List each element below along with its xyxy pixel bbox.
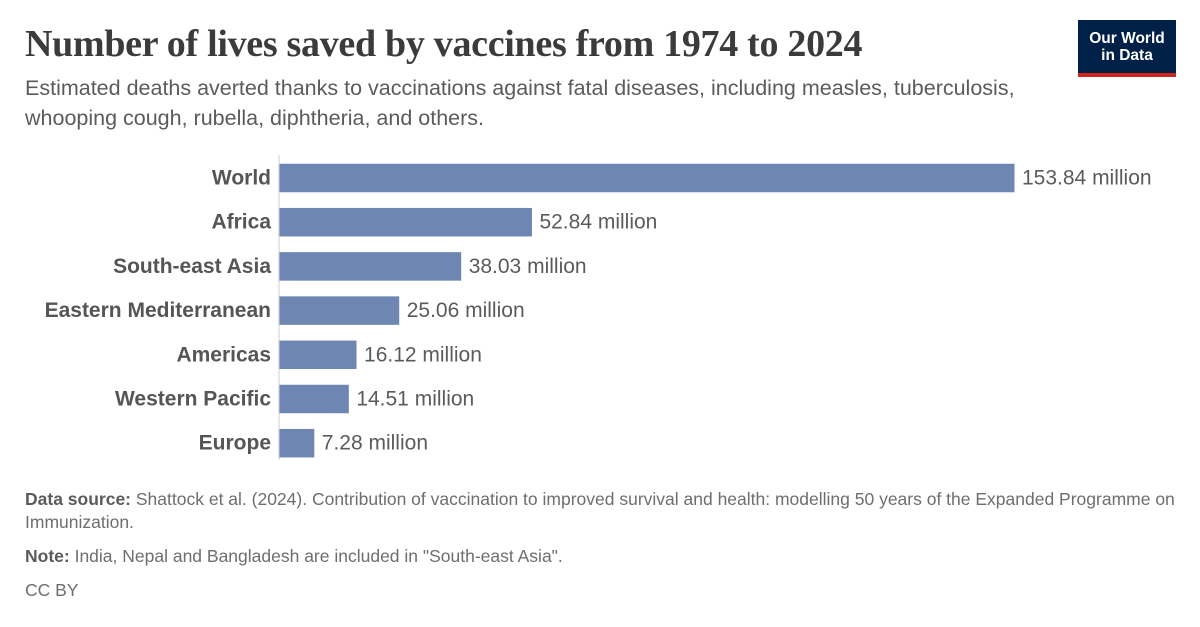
bar-chart: World 153.84 million Africa 52.84 million So… — [45, 155, 1152, 460]
bar-africa[interactable] — [279, 207, 532, 237]
value-label-europe: 7.28 million — [322, 432, 428, 455]
bar-europe[interactable] — [279, 428, 315, 458]
chart-title: Number of lives saved by vaccines from 1… — [25, 23, 863, 65]
logo-line-2: in Data — [1101, 46, 1153, 64]
license[interactable]: CC BY — [25, 580, 79, 600]
category-label-eastern-mediterranean: Eastern Mediterranean — [45, 299, 271, 322]
bar-americas[interactable] — [279, 340, 357, 370]
bar-western-pacific[interactable] — [279, 384, 349, 414]
logo-line-1: Our World — [1089, 29, 1165, 47]
chart-subtitle: Estimated deaths averted thanks to vacci… — [25, 76, 1015, 130]
note-text: India, Nepal and Bangladesh are included… — [69, 546, 563, 566]
category-label-world: World — [212, 167, 271, 190]
chart-footer: Data source: Shattock et al. (2024). Con… — [25, 488, 1175, 613]
value-label-western-pacific: 14.51 million — [356, 388, 474, 411]
bar-world[interactable] — [279, 163, 1015, 193]
owid-logo[interactable]: Our World in Data — [1078, 20, 1176, 77]
value-label-eastern-mediterranean: 25.06 million — [407, 299, 525, 322]
value-label-south-east-asia: 38.03 million — [469, 255, 587, 278]
category-label-africa: Africa — [211, 211, 271, 234]
category-label-western-pacific: Western Pacific — [115, 388, 271, 411]
value-label-world: 153.84 million — [1022, 167, 1152, 190]
category-label-europe: Europe — [199, 432, 271, 455]
source-text: Shattock et al. (2024). Contribution of … — [25, 489, 1175, 532]
value-label-africa: 52.84 million — [539, 211, 657, 234]
category-label-americas: Americas — [176, 343, 271, 366]
bar-south-east-asia[interactable] — [279, 252, 462, 281]
data-source: Data source: Shattock et al. (2024). Con… — [25, 488, 1175, 534]
category-label-south-east-asia: South-east Asia — [113, 255, 271, 278]
bar-eastern-mediterranean[interactable] — [279, 296, 400, 325]
chart-note: Note: India, Nepal and Bangladesh are in… — [25, 545, 1175, 568]
source-label: Data source: — [25, 489, 132, 509]
note-label: Note: — [25, 546, 70, 566]
value-label-americas: 16.12 million — [364, 343, 482, 366]
